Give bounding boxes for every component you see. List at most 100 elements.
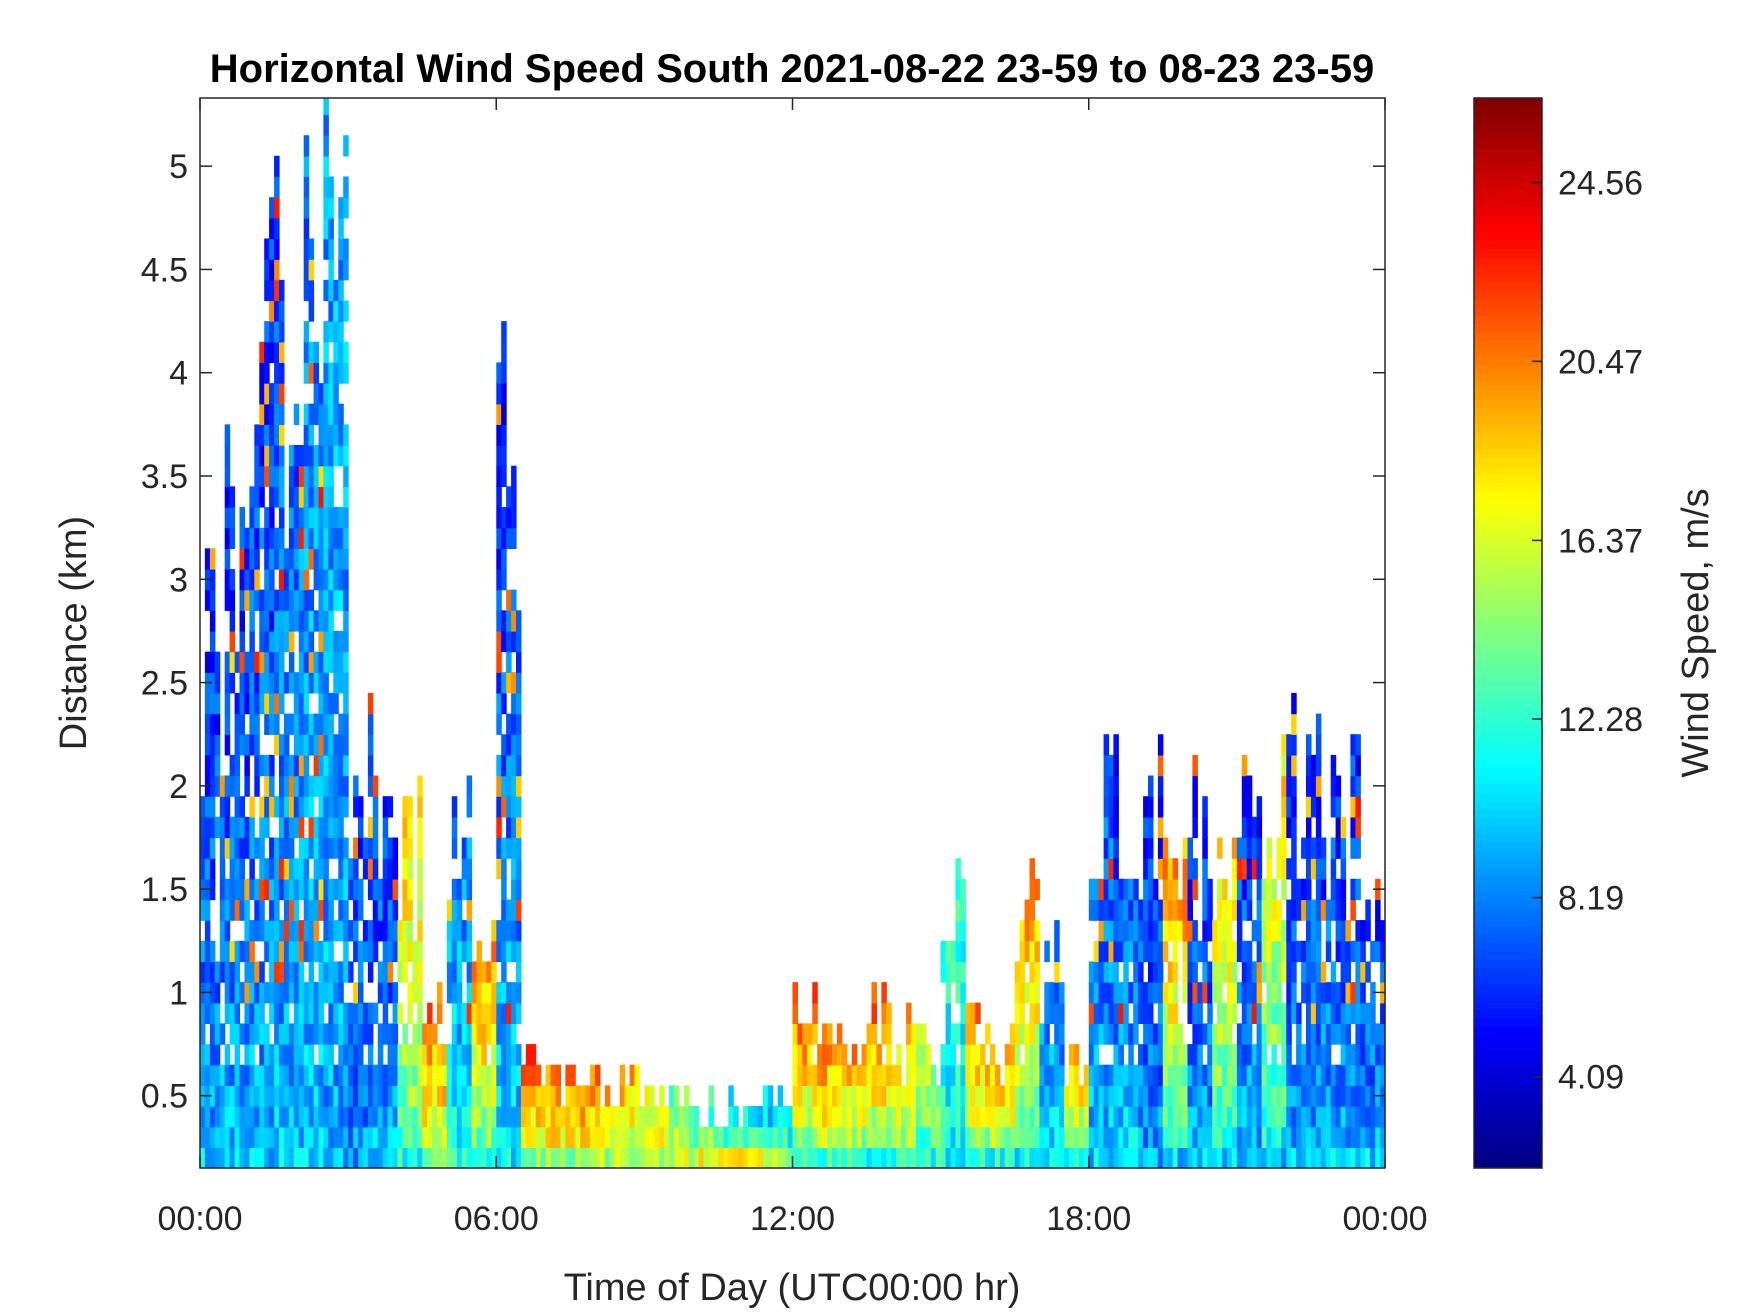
heatmap-cell [1296, 1044, 1302, 1066]
heatmap-cell [1212, 1106, 1218, 1128]
heatmap-cell [1236, 1044, 1243, 1066]
heatmap-cell [446, 1044, 453, 1066]
heatmap-cell [318, 940, 324, 963]
heatmap-cell [1197, 940, 1203, 963]
heatmap-cell [274, 445, 280, 467]
heatmap-cell [1152, 1085, 1159, 1107]
heatmap-cell [274, 424, 280, 446]
heatmap-cell [1059, 982, 1065, 1004]
heatmap-cell [353, 1064, 359, 1086]
heatmap-cell [234, 878, 241, 901]
heatmap-cell [841, 1064, 848, 1086]
heatmap-cell [812, 1147, 818, 1169]
heatmap-cell [723, 1147, 729, 1169]
heatmap-cell [945, 940, 952, 963]
heatmap-cell [234, 837, 241, 859]
colorbar-segment [1474, 775, 1542, 785]
heatmap-cell [1098, 1106, 1105, 1128]
heatmap-cell [1167, 1085, 1174, 1107]
heatmap-cell [1320, 1064, 1327, 1086]
heatmap-cell [318, 1126, 324, 1148]
heatmap-cell [274, 155, 280, 178]
heatmap-cell [264, 321, 270, 343]
heatmap-cell [283, 858, 290, 880]
heatmap-cell [1202, 1085, 1208, 1107]
heatmap-cell [1246, 796, 1253, 818]
colorbar-segment [1474, 925, 1542, 935]
heatmap-cell [1296, 1085, 1302, 1107]
colorbar-segment [1474, 1025, 1542, 1035]
heatmap-cell [323, 383, 329, 405]
heatmap-cell [214, 1023, 221, 1045]
heatmap-cell [338, 713, 344, 735]
heatmap-cell [441, 1064, 448, 1086]
heatmap-cell [619, 1147, 626, 1169]
heatmap-cell [353, 1106, 359, 1128]
heatmap-cell [353, 1147, 359, 1169]
heatmap-cell [407, 858, 413, 880]
heatmap-cell [323, 197, 329, 219]
heatmap-cell [940, 1064, 947, 1086]
heatmap-cell [239, 672, 245, 694]
heatmap-cell [303, 321, 310, 343]
colorbar-segment [1474, 524, 1542, 534]
heatmap-cell [1320, 1044, 1327, 1066]
heatmap-cell [328, 920, 334, 942]
heatmap-cell [308, 279, 315, 302]
heatmap-cell [545, 1126, 552, 1148]
heatmap-cell [229, 1064, 236, 1086]
heatmap-cell [901, 1085, 907, 1107]
heatmap-cell [224, 920, 231, 942]
heatmap-cell [590, 1147, 596, 1169]
heatmap-cell [1236, 1126, 1243, 1148]
heatmap-cell [1256, 961, 1263, 983]
heatmap-cell [209, 858, 216, 880]
heatmap-cell [911, 1126, 917, 1148]
heatmap-cell [1306, 796, 1312, 818]
heatmap-cell [318, 610, 324, 632]
heatmap-cell [1335, 940, 1342, 963]
heatmap-cell [200, 837, 206, 859]
heatmap-cell [1108, 858, 1114, 880]
heatmap-cell [836, 1126, 843, 1148]
heatmap-cell [264, 692, 270, 715]
heatmap-cell [318, 837, 324, 859]
heatmap-cell [244, 672, 250, 694]
heatmap-cell [279, 1147, 285, 1169]
colorbar-segment [1474, 306, 1542, 316]
heatmap-cell [555, 1126, 561, 1148]
heatmap-cell [412, 982, 418, 1004]
colorbar-segment [1474, 950, 1542, 960]
heatmap-cell [382, 1147, 389, 1169]
heatmap-cell [555, 1064, 561, 1086]
heatmap-cell [1088, 961, 1095, 983]
heatmap-cell [333, 279, 339, 302]
heatmap-cell [1355, 961, 1361, 983]
heatmap-cell [269, 238, 275, 260]
heatmap-cell [382, 1023, 389, 1045]
heatmap-cell [264, 279, 270, 302]
heatmap-cell [288, 1044, 295, 1066]
heatmap-cell [254, 1147, 260, 1169]
heatmap-cell [1197, 1085, 1203, 1107]
heatmap-cell [1167, 920, 1174, 942]
heatmap-cell [1064, 1147, 1070, 1169]
colorbar-segment [1474, 98, 1542, 107]
heatmap-cell [1157, 816, 1164, 839]
heatmap-cell [832, 1106, 838, 1128]
heatmap-cell [427, 1002, 433, 1024]
heatmap-cell [881, 982, 887, 1004]
heatmap-cell [1360, 1085, 1366, 1107]
heatmap-cell [520, 1085, 527, 1107]
heatmap-cell [1325, 1044, 1332, 1066]
heatmap-cell [1306, 816, 1312, 839]
heatmap-cell [466, 1023, 473, 1045]
heatmap-cell [259, 982, 265, 1004]
heatmap-cell [945, 1023, 952, 1045]
colorbar-label: Wind Speed, m/s [1675, 488, 1717, 777]
heatmap-cell [886, 1106, 892, 1128]
heatmap-cell [219, 816, 226, 839]
heatmap-cell [1073, 1147, 1080, 1169]
heatmap-cell [303, 217, 310, 240]
heatmap-cell [1310, 1106, 1317, 1128]
